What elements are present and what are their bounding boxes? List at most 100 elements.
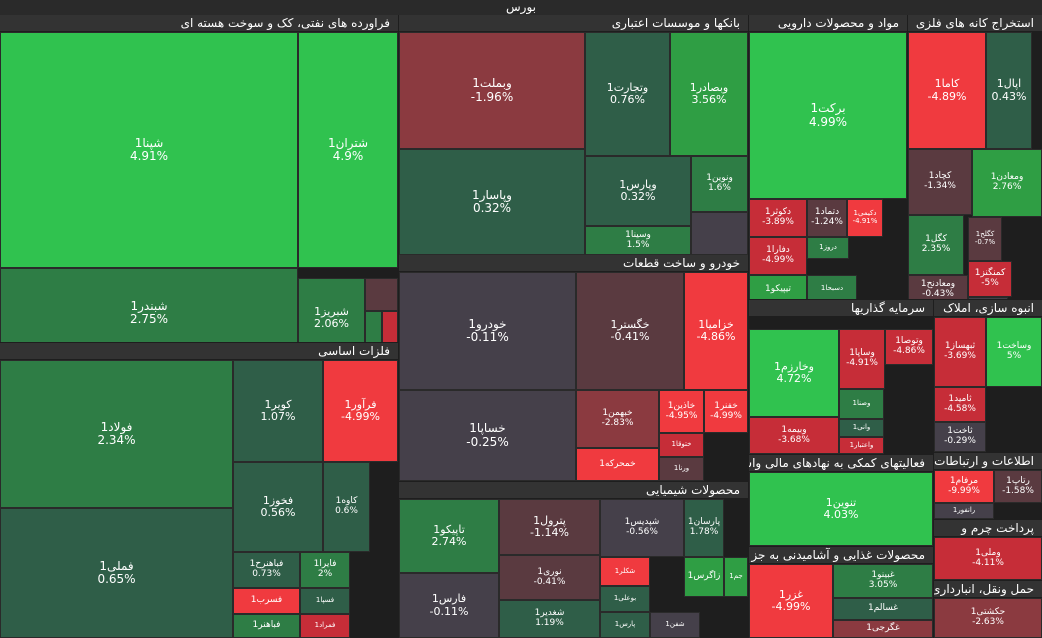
- stock-tile[interactable]: فسپا1: [300, 588, 350, 614]
- stock-tile[interactable]: کگلح1 -0.7%: [968, 217, 1002, 261]
- stock-tile[interactable]: خزامیا1 -4.86%: [684, 272, 748, 390]
- stock-tile[interactable]: فایرا1 2%: [300, 552, 350, 588]
- stock-tile[interactable]: غزر1 -4.99%: [749, 564, 833, 638]
- stock-tile[interactable]: نوری1 -0.41%: [499, 555, 600, 600]
- stock-tile[interactable]: کاوه1 0.6%: [323, 462, 370, 552]
- sector-10[interactable]: اطلاعات و ارتباطات مرفام1 -9.99% رتاپ1 -1.58…: [934, 453, 1042, 519]
- stock-tile[interactable]: ثبهساز1 -3.69%: [934, 317, 986, 387]
- stock-tile[interactable]: وتجارت1 0.76%: [585, 32, 670, 156]
- stock-tile[interactable]: شتران1 4.9%: [298, 32, 398, 268]
- stock-tile[interactable]: تاپیکو1 2.74%: [399, 499, 499, 573]
- stock-tile[interactable]: مرفام1 -9.99%: [934, 470, 994, 503]
- stock-tile[interactable]: دکوثر1 -3.89%: [749, 199, 807, 237]
- stock-tile[interactable]: ومعادنح1 -0.43%: [908, 275, 968, 299]
- stock-tile[interactable]: شکلر1: [600, 557, 650, 586]
- stock-tile[interactable]: [691, 212, 748, 255]
- stock-tile[interactable]: خودرو1 -0.11%: [399, 272, 576, 390]
- stock-tile[interactable]: اپال1 0.43%: [986, 32, 1032, 149]
- stock-tile[interactable]: خساپا1 -0.25%: [399, 390, 576, 481]
- stock-tile[interactable]: دتماد1 -1.24%: [807, 199, 847, 237]
- stock-tile[interactable]: فباهنر1: [233, 614, 300, 638]
- stock-tile[interactable]: فسرب1: [233, 588, 300, 614]
- stock-tile[interactable]: پترول1 -1.14%: [499, 499, 600, 555]
- stock-tile[interactable]: دروز1: [807, 237, 849, 259]
- stock-tile[interactable]: فباهنرح1 0.73%: [233, 552, 300, 588]
- stock-tile[interactable]: وسینا1 1.5%: [585, 226, 691, 255]
- stock-tile[interactable]: فولاد1 2.34%: [0, 360, 233, 508]
- stock-tile[interactable]: غسالم1: [833, 598, 933, 620]
- sector-2[interactable]: مواد و محصولات دارویی برکت1 4.99% دکوثر1 -3.…: [749, 15, 907, 299]
- stock-tile[interactable]: فمراد1: [300, 614, 350, 638]
- sector-13[interactable]: حمل ونقل، انبارداری وحکشتی1-2.63%: [934, 581, 1042, 638]
- stock-tile[interactable]: رانفور1: [934, 503, 994, 519]
- stock-tile[interactable]: غبینو1 3.05%: [833, 564, 933, 598]
- stock-tile[interactable]: شپنا1 4.91%: [0, 32, 298, 268]
- stock-tile[interactable]: خاذین1 -4.95%: [659, 390, 704, 433]
- stock-tile[interactable]: خگستر1 -0.41%: [576, 272, 684, 390]
- stock-tile[interactable]: دکیمی1 -4.91%: [847, 199, 883, 237]
- sector-9[interactable]: فعالیتهای کمکی به نهادهای مالی واسط تنوین…: [749, 455, 933, 546]
- stock-tile[interactable]: برکت1 4.99%: [749, 32, 907, 199]
- stock-tile[interactable]: کگل1 2.35%: [908, 215, 964, 275]
- stock-tile[interactable]: غگرجی1: [833, 620, 933, 638]
- stock-tile[interactable]: رتاپ1 -1.58%: [994, 470, 1042, 503]
- stock-tile[interactable]: فرآور1 -4.99%: [323, 360, 398, 462]
- stock-tile[interactable]: ثاخت1 -0.29%: [934, 422, 986, 452]
- sector-3[interactable]: استخراج کانه های فلزی کاما1 -4.89% اپال1 0.4…: [908, 15, 1042, 299]
- stock-tile[interactable]: بوعلی1: [600, 586, 650, 612]
- stock-tile[interactable]: [365, 278, 398, 311]
- stock-tile[interactable]: کمنگنز1 -5%: [968, 261, 1012, 297]
- stock-tile[interactable]: ورنا1: [659, 457, 704, 481]
- stock-tile[interactable]: پارس1: [600, 612, 650, 638]
- stock-tile[interactable]: شفن1: [650, 612, 700, 638]
- stock-tile[interactable]: وملی1 -4.11%: [934, 537, 1042, 580]
- stock-tile[interactable]: وتوصا1 -4.86%: [885, 329, 933, 365]
- stock-tile[interactable]: شپدیس1 -0.56%: [600, 499, 684, 557]
- stock-tile[interactable]: [365, 311, 382, 342]
- stock-tile[interactable]: فارس1 -0.11%: [399, 573, 499, 638]
- stock-tile[interactable]: خبهمن1 -2.83%: [576, 390, 659, 448]
- stock-tile[interactable]: کنور1: [968, 297, 1008, 299]
- stock-tile[interactable]: کچاد1 -1.34%: [908, 149, 972, 215]
- stock-tile[interactable]: ونوین1 1.6%: [691, 156, 748, 212]
- sector-12[interactable]: پرداخت چرم و وملی1 -4.11%: [934, 520, 1042, 580]
- stock-tile[interactable]: پارسان1 1.78%: [684, 499, 724, 557]
- stock-tile[interactable]: وساخت1 5%: [986, 317, 1042, 387]
- stock-tile[interactable]: تنوین1 4.03%: [749, 472, 933, 546]
- stock-tile[interactable]: شبریز1 2.06%: [298, 278, 365, 342]
- stock-tile[interactable]: دسبحا1: [807, 275, 857, 299]
- sector-1[interactable]: بانکها و موسسات اعتباری وبملت1 -1.96% وتجار…: [399, 15, 748, 255]
- stock-tile[interactable]: واعتبار1: [839, 437, 884, 454]
- sector-8[interactable]: انبوه سازی، املاک ثبهساز1 -3.69% وساخت1 5% ثا…: [934, 300, 1042, 452]
- stock-tile[interactable]: تیپیکو1: [749, 275, 807, 299]
- stock-tile[interactable]: زاگرس1: [684, 557, 724, 597]
- stock-tile[interactable]: وبیمه1 -3.68%: [749, 417, 839, 454]
- stock-tile[interactable]: فخوز1 0.56%: [233, 462, 323, 552]
- stock-tile[interactable]: جم1: [724, 557, 748, 597]
- stock-tile[interactable]: وخارزم1 4.72%: [749, 329, 839, 417]
- stock-tile[interactable]: وصنا1: [839, 389, 884, 419]
- stock-tile[interactable]: وانی1: [839, 419, 884, 437]
- stock-tile[interactable]: ختوقا1: [659, 433, 704, 457]
- stock-tile[interactable]: کاما1 -4.89%: [908, 32, 986, 149]
- stock-tile[interactable]: شغدیر1 1.19%: [499, 600, 600, 638]
- stock-tile[interactable]: وبملت1 -1.96%: [399, 32, 585, 149]
- sector-7[interactable]: سرمایه گذاریها وخارزم1 4.72% وساپا1 -4.91% وت…: [749, 300, 933, 454]
- stock-tile[interactable]: وپارس1 0.32%: [585, 156, 691, 226]
- stock-tile[interactable]: خمحرکه1: [576, 448, 659, 481]
- stock-tile[interactable]: وبصادر1 3.56%: [670, 32, 748, 156]
- stock-tile[interactable]: وساپا1 -4.91%: [839, 329, 885, 389]
- sector-4[interactable]: فلزات اساسی فولاد1 2.34% فملی1 0.65% کویر1 1.0…: [0, 343, 398, 638]
- sector-5[interactable]: خودرو و ساخت قطعات خودرو1 -0.11% خگستر1 -0.4…: [399, 255, 748, 481]
- sector-6[interactable]: محصولات شیمیایی تاپیکو1 2.74% فارس1 -0.11% پت…: [399, 482, 748, 638]
- stock-tile[interactable]: دفارا1 -4.99%: [749, 237, 807, 275]
- stock-tile[interactable]: کویر1 1.07%: [233, 360, 323, 462]
- sector-0[interactable]: فراورده های نفتی، کک و سوخت هسته ای شپنا1…: [0, 15, 398, 342]
- stock-tile[interactable]: فملی1 0.65%: [0, 508, 233, 638]
- stock-tile[interactable]: حکشتی1 -2.63%: [934, 598, 1042, 638]
- stock-tile[interactable]: شبندر1 2.75%: [0, 268, 298, 342]
- sector-11[interactable]: محصولات غذایی و آشامیدنی به جز غزر1 -4.99%…: [749, 547, 933, 638]
- stock-tile[interactable]: ثامید1 -4.58%: [934, 387, 986, 422]
- stock-tile[interactable]: [382, 311, 398, 342]
- stock-tile[interactable]: خفنر1 -4.99%: [704, 390, 748, 433]
